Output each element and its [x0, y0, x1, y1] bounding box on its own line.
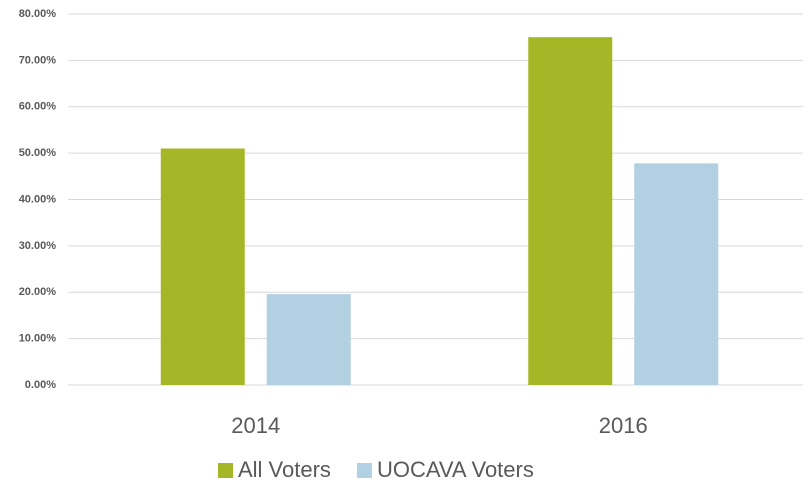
legend-swatch [218, 463, 233, 478]
bar [160, 148, 245, 385]
y-tick-label: 70.00% [19, 54, 57, 66]
y-tick-label: 40.00% [19, 193, 57, 205]
x-tick-label: 2014 [231, 413, 280, 438]
bar [634, 163, 719, 385]
y-tick-label: 0.00% [25, 379, 56, 391]
legend-swatch [356, 463, 372, 478]
legend-label: UOCAVA Voters [377, 457, 534, 482]
y-tick-label: 80.00% [19, 8, 57, 20]
y-tick-label: 20.00% [19, 286, 57, 298]
y-tick-label: 10.00% [19, 333, 57, 345]
y-tick-label: 60.00% [19, 101, 57, 113]
y-tick-label: 30.00% [19, 240, 57, 252]
legend-label: All Voters [238, 457, 331, 482]
y-tick-label: 50.00% [19, 147, 57, 159]
x-tick-label: 2016 [599, 413, 648, 438]
bar [266, 294, 351, 385]
bar [528, 37, 613, 385]
